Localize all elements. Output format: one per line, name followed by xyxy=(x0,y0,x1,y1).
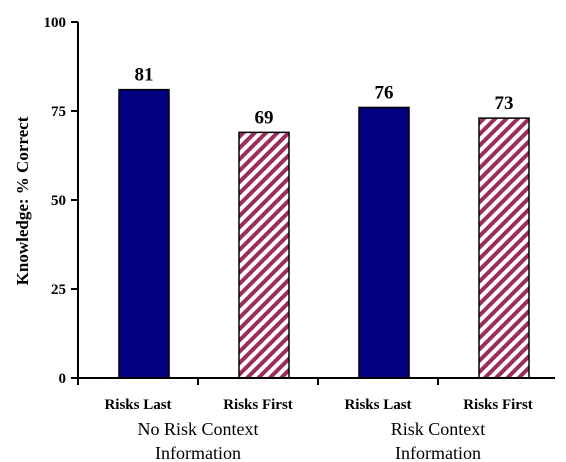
group-label: No Risk Context xyxy=(137,419,258,439)
bar xyxy=(358,106,410,379)
data-label: 73 xyxy=(495,93,514,114)
y-tick-label: 25 xyxy=(51,282,66,298)
x-tick-label: Risks First xyxy=(463,397,533,413)
y-axis-title: Knowledge: % Correct xyxy=(13,116,32,285)
category-labels: Risks Last Risks First Risks Last Risks Fir… xyxy=(104,397,532,413)
bar xyxy=(118,88,170,379)
x-tick-label: Risks Last xyxy=(344,397,411,413)
y-tick-label: 50 xyxy=(51,193,66,209)
y-tick-label: 100 xyxy=(44,15,67,31)
data-labels: 81 69 76 73 xyxy=(135,65,514,129)
bars xyxy=(118,88,530,379)
data-label: 69 xyxy=(255,107,274,128)
group-label: Information xyxy=(155,443,241,462)
x-axis xyxy=(77,377,555,385)
y-tick-label: 75 xyxy=(51,104,66,120)
bar xyxy=(238,131,290,379)
y-tick-label: 0 xyxy=(59,371,67,387)
x-tick-label: Risks Last xyxy=(104,397,171,413)
group-labels: No Risk Context Information Risk Context In… xyxy=(137,419,485,462)
group-label: Risk Context xyxy=(391,419,486,439)
y-axis: 0 25 50 75 100 xyxy=(44,15,79,387)
group-label: Information xyxy=(395,443,481,462)
bar xyxy=(478,117,530,379)
data-label: 81 xyxy=(135,65,154,86)
data-label: 76 xyxy=(375,82,394,103)
x-tick-label: Risks First xyxy=(223,397,293,413)
